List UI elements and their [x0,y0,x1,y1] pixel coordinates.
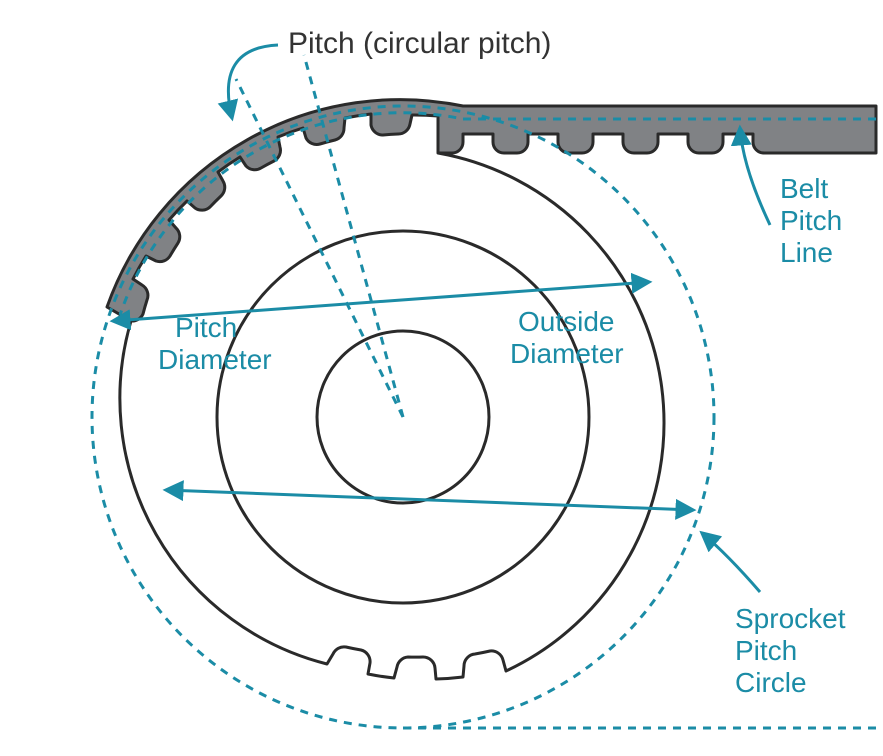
pitch-diameter-label: Pitch Diameter [158,312,272,375]
timing-belt [107,100,876,321]
svg-text:Sprocket: Sprocket [735,603,846,634]
svg-text:Belt: Belt [780,173,828,204]
sprocket-pitch-circle-leader [702,533,760,592]
pitch-diameter-arrow [166,490,693,510]
pitch-title: Pitch (circular pitch) [288,27,551,60]
svg-text:Outside: Outside [518,306,615,337]
pitch-title-leader [228,45,278,118]
svg-text:Circle: Circle [735,667,807,698]
svg-text:Diameter: Diameter [158,344,272,375]
sprocket-belt-diagram: Pitch (circular pitch) Pitch Diameter Ou… [0,0,883,756]
belt-pitch-line-label: Belt Pitch Line [780,173,842,268]
svg-text:Pitch: Pitch [780,205,842,236]
svg-text:Pitch: Pitch [175,312,237,343]
svg-text:Line: Line [780,237,833,268]
sprocket [120,153,664,679]
sprocket-pitch-circle-label: Sprocket Pitch Circle [735,603,846,698]
svg-text:Diameter: Diameter [510,338,624,369]
svg-text:Pitch: Pitch [735,635,797,666]
outside-diameter-label: Outside Diameter [510,306,624,369]
